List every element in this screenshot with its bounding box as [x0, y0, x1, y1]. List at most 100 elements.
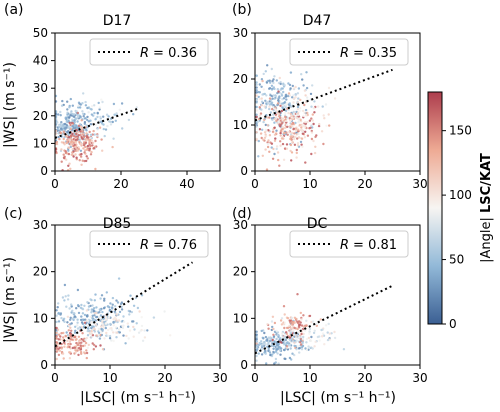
point-c-359 — [81, 332, 84, 335]
point-b-465 — [268, 105, 271, 108]
point-d-235 — [300, 324, 304, 327]
x-tick-label-a-0: 0 — [51, 177, 59, 191]
point-d-265 — [279, 319, 283, 322]
point-c-375 — [56, 349, 59, 352]
point-b-272 — [287, 92, 291, 95]
point-b-349 — [255, 137, 258, 141]
point-d-376 — [300, 318, 303, 321]
point-d-282 — [288, 319, 291, 322]
point-b-479 — [275, 110, 279, 113]
point-c-58 — [93, 299, 97, 302]
point-d-168 — [284, 338, 287, 342]
point-b-516 — [301, 145, 304, 148]
point-a-267 — [60, 141, 64, 144]
point-b-400 — [285, 143, 289, 146]
x-tick-label-c-0: 0 — [51, 371, 59, 385]
point-c-247 — [95, 306, 98, 309]
point-b-507 — [266, 142, 270, 146]
point-b-39 — [275, 129, 278, 132]
point-c-439 — [103, 337, 106, 340]
point-a-451 — [135, 106, 138, 109]
point-a-506 — [105, 113, 109, 116]
point-d-72 — [274, 350, 278, 353]
point-c-418 — [112, 324, 116, 327]
point-b-522 — [279, 100, 282, 104]
point-c-204 — [86, 314, 89, 318]
plot-frame-a — [54, 32, 221, 172]
point-a-412 — [70, 153, 74, 156]
point-a-146 — [55, 120, 58, 123]
point-b-445 — [291, 114, 294, 118]
point-a-117 — [71, 119, 75, 123]
point-b-313 — [279, 134, 282, 137]
point-b-301 — [264, 134, 268, 138]
point-b-434 — [283, 131, 286, 135]
point-b-526 — [296, 101, 300, 104]
point-a-165 — [66, 120, 69, 124]
point-a-70 — [79, 106, 82, 109]
point-d-319 — [308, 327, 312, 331]
colorbar-gradient — [427, 91, 443, 325]
point-c-480 — [115, 313, 119, 316]
point-c-163 — [133, 328, 136, 331]
point-b-494 — [325, 124, 328, 128]
point-a-187 — [73, 113, 76, 116]
point-d-287 — [287, 326, 290, 329]
point-b-177 — [288, 83, 292, 87]
point-c-101 — [120, 308, 124, 311]
point-b-198 — [283, 101, 286, 104]
point-a-470 — [118, 108, 122, 112]
point-a-321 — [67, 146, 70, 149]
point-b-367 — [289, 143, 293, 147]
point-b-476 — [288, 94, 292, 97]
point-c-417 — [112, 331, 115, 334]
point-c-142 — [132, 304, 136, 307]
point-a-231 — [79, 133, 82, 137]
point-d-364 — [328, 338, 332, 341]
point-b-203 — [313, 100, 316, 103]
point-a-509 — [81, 110, 84, 113]
point-d-109 — [260, 340, 263, 343]
point-c-29 — [117, 277, 121, 280]
point-d-148 — [283, 357, 286, 360]
point-b-31 — [263, 92, 266, 96]
point-d-382 — [312, 331, 316, 335]
point-c-14 — [104, 326, 108, 330]
point-c-411 — [132, 335, 135, 338]
point-b-432 — [263, 118, 266, 122]
point-b-491 — [289, 118, 292, 122]
point-d-298 — [299, 311, 302, 315]
point-d-122 — [280, 347, 283, 350]
point-b-11 — [272, 81, 275, 85]
legend-value-c: = 0.76 — [153, 238, 197, 253]
point-b-431 — [276, 118, 279, 121]
point-b-46 — [269, 111, 273, 114]
point-d-371 — [289, 328, 292, 332]
point-a-141 — [85, 124, 88, 127]
point-b-531 — [301, 130, 304, 133]
point-c-487 — [126, 322, 129, 325]
point-c-146 — [103, 299, 106, 302]
point-b-382 — [276, 102, 280, 105]
point-d-388 — [291, 327, 294, 330]
point-b-43 — [270, 84, 274, 88]
point-d-95 — [293, 335, 296, 338]
point-d-289 — [319, 318, 322, 321]
point-c-436 — [85, 336, 88, 340]
point-a-414 — [92, 141, 95, 144]
point-c-123 — [98, 337, 102, 340]
point-d-209 — [255, 338, 258, 341]
legend-label-b: R = 0.35 — [340, 46, 397, 61]
point-b-385 — [310, 131, 314, 134]
point-a-340 — [86, 144, 90, 148]
point-b-213 — [271, 118, 274, 121]
ticks-a: 0 20 40 0 10 20 30 40 50 — [33, 26, 195, 191]
point-a-368 — [77, 147, 81, 151]
point-a-186 — [60, 121, 63, 124]
point-c-361 — [101, 348, 105, 351]
legend-box-a — [89, 38, 209, 66]
point-c-327 — [77, 353, 80, 357]
point-b-166 — [283, 84, 286, 87]
point-a-492 — [88, 117, 91, 121]
y-axis-label-a: |WS| (m s⁻¹) — [2, 62, 18, 148]
